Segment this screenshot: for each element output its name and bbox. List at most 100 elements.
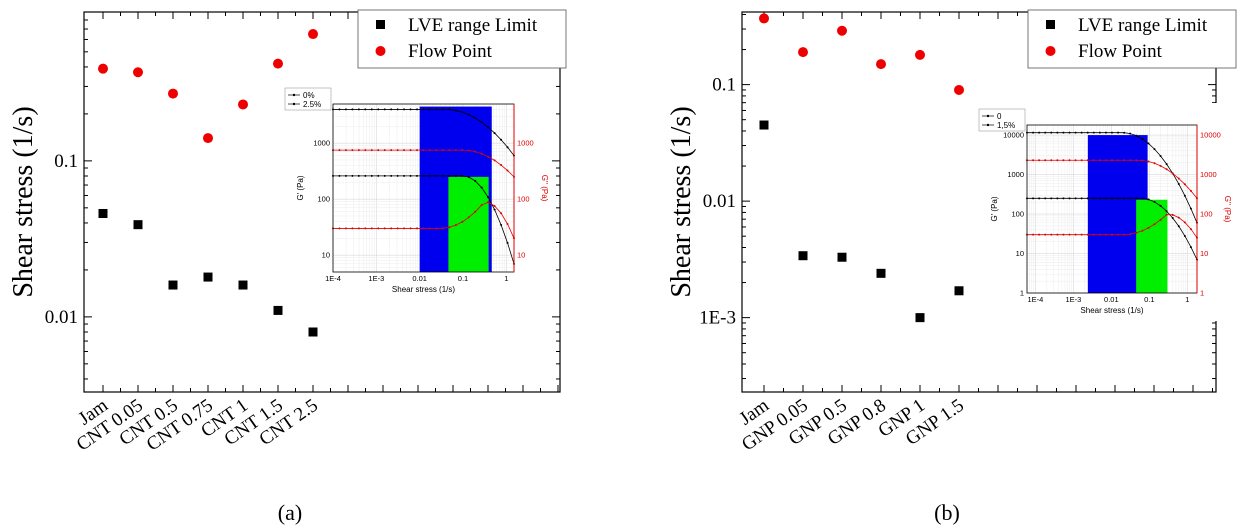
inset-y-right-tick-label: 10 [517,251,525,260]
inset-y-tick-label: 1 [1020,289,1024,298]
inset-legend-label: 0 [997,112,1002,121]
inset-curve-point [506,169,509,172]
legend-box [357,9,567,69]
inset-curve-point [474,117,477,120]
inset-curve-point [390,227,393,230]
inset-curve-point [1165,163,1168,166]
inset-curve-point [1062,159,1065,162]
inset-curve-point [1098,233,1101,236]
inset-curve-point [1159,218,1162,221]
inset-curve-point [1038,197,1041,200]
inset-curve-point [1183,234,1186,237]
inset-y-right-axis-label: G'' (Pa) [540,175,549,202]
plot-frame [83,11,561,393]
inset-curve-point [383,149,386,152]
inset-curve-point [1068,197,1071,200]
flow-point [133,67,143,78]
inset-curve-point [396,149,399,152]
inset-curve-point [467,113,470,116]
inset-curve-point [1104,159,1107,162]
flow-point [837,25,847,36]
inset-y-right-tick-label: 10000 [1200,131,1221,140]
inset-curve-point [1135,159,1138,162]
inset-curve-point [1080,197,1083,200]
inset-curve-point [1111,233,1113,236]
inset-legend-box [978,108,1026,132]
inset-curve-point [1111,131,1113,134]
inset-curve-point [441,227,444,230]
inset-x-axis-label: Shear stress (1/s) [392,285,455,294]
inset-curve-point [435,108,438,111]
inset-curve-point [1032,197,1035,200]
inset-curve-point [396,227,399,230]
inset-curve-point [1141,229,1144,232]
flow-point [238,99,248,110]
inset-curve-point [1117,233,1120,236]
inset-legend-marker [986,114,990,118]
inset-chart: 1E-4 1E-3 0.01 0.1 1 10 100 1000 10 100 1000 Shear … [281,82,549,300]
inset-curve-point [364,108,367,111]
inset-curve-point [409,108,412,111]
inset-chart: 1E-4 1E-3 0.01 0.1 1110100100010000110100100… [975,103,1232,321]
legend-flow-marker [375,46,386,56]
inset-curve-point [1117,159,1120,162]
legend-flow-label: Flow Point [1078,41,1163,62]
inset-curve-point [506,222,509,225]
inset-curve-point [448,108,451,111]
inset-curve-point [383,108,386,111]
flow-point [954,84,964,95]
inset-y-tick-label: 1000 [1007,170,1024,179]
inset-curve-point [506,146,509,149]
inset-curve-point [1159,204,1162,207]
inset-legend-label: 1,5% [997,121,1015,130]
inset-curve-point [1159,155,1162,158]
inset-curve-point [1129,132,1132,135]
inset-curve-point [474,210,477,213]
inset-curve-point [454,109,457,112]
inset-legend-label: 2.5% [303,100,321,109]
inset-curve-point [338,149,341,152]
inset-curve-point [1044,159,1047,162]
y-axis-label: Shear stress (1/s) [8,106,39,297]
inset-curve-point [1129,197,1132,200]
inset-x-tick-label: 0.01 [412,274,427,283]
inset-curve-point [493,208,496,211]
legend-lve-marker [1046,20,1055,29]
inset-curve-point [1165,213,1168,216]
inset-curve-point [390,149,393,152]
inset-curve-point [487,196,490,199]
lve-point [837,252,847,262]
panel-caption: (b) [934,500,960,525]
inset-curve-point [1189,228,1192,231]
inset-curve-point [1032,159,1035,162]
inset-curve-point [1050,159,1053,162]
inset-y-right-tick-label: 100 [1200,210,1213,219]
inset-curve-point [480,204,483,207]
inset-curve-point [396,174,399,177]
inset-curve-point [1183,194,1186,197]
inset-curve-point [1177,225,1180,228]
inset-curve-point [1141,137,1144,140]
inset-curve-point [1044,131,1047,134]
inset-curve-point [422,149,425,152]
inset-curve-point [351,108,354,111]
inset-curve-point [1153,200,1156,203]
inset-curve-point [448,149,451,152]
inset-curve-point [1086,233,1089,236]
inset-curve-point [500,164,503,167]
inset-curve-point [1044,197,1047,200]
inset-curve-point [1177,182,1180,185]
inset-curve-point [416,149,419,152]
inset-curve-point [493,159,496,162]
inset-y-right-tick-label: 1000 [1200,170,1217,179]
inset-x-tick-label: 1 [1185,295,1189,304]
inset-curve-point [357,108,360,111]
inset-y-right-axis-label: G'' (Pa) [1223,196,1232,223]
inset-curve-point [1177,216,1180,219]
flow-point [168,88,178,99]
lve-point [308,327,318,337]
inset-curve-point [1165,168,1168,171]
inset-curve-point [487,201,490,204]
